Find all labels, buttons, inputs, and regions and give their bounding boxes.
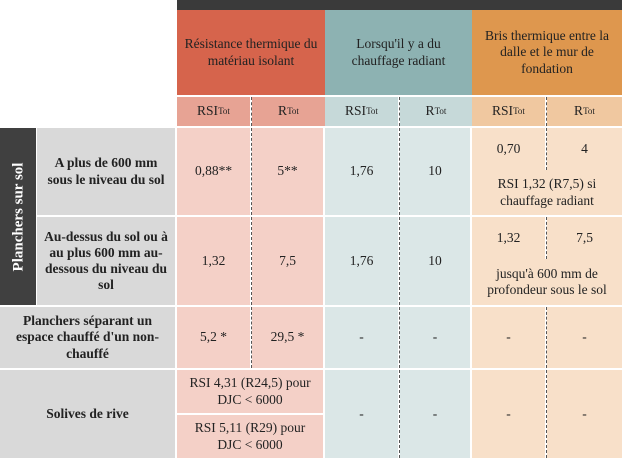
insulation: RSI 5,11 (R29) pour DJC < 6000: [177, 415, 323, 458]
subheader-sub: Tot: [366, 106, 378, 117]
subheader-sub: Tot: [218, 106, 230, 117]
divider: [546, 97, 547, 126]
value: -: [400, 307, 470, 368]
subheader: RSI Tot: [472, 97, 545, 126]
divider: [251, 307, 252, 368]
group-header: Bris thermique entre la dalle et le mur …: [472, 10, 622, 95]
value: 29,5 *: [252, 307, 323, 368]
value: -: [325, 370, 398, 458]
subheader-main: R: [574, 103, 584, 119]
group-header: Lorsqu'il y a du chauffage radiant: [325, 10, 472, 95]
note: RSI 1,32 (R7,5) si chauffage radiant: [472, 170, 622, 215]
value: -: [472, 307, 545, 368]
subheader: R Tot: [400, 97, 472, 126]
value: 7,5: [252, 217, 323, 305]
subheader-main: RSI: [345, 103, 367, 119]
top-bar: [177, 0, 622, 10]
side-label: Planchers sur sol: [0, 128, 36, 305]
value: 1,76: [325, 217, 398, 305]
divider: [399, 370, 400, 458]
value: -: [547, 307, 622, 368]
value: 10: [400, 128, 470, 215]
value: 5**: [252, 128, 323, 215]
subheader-sub: Tot: [513, 106, 525, 117]
row-label: Planchers séparant un espace chauffé d'u…: [0, 307, 175, 368]
value: 5,2 *: [177, 307, 250, 368]
value: -: [325, 307, 398, 368]
value: -: [472, 370, 545, 458]
divider: [399, 128, 400, 215]
divider: [251, 128, 252, 215]
value: 1,76: [325, 128, 398, 215]
value: 1,32: [472, 217, 545, 259]
subheader: RSI Tot: [177, 97, 250, 126]
value: 7,5: [547, 217, 622, 259]
value: -: [547, 370, 622, 458]
subheader-main: R: [278, 103, 288, 119]
group-header: Résistance thermique du matériau isolant: [177, 10, 325, 95]
subheader-main: RSI: [197, 103, 219, 119]
divider: [399, 217, 400, 305]
value: -: [400, 370, 470, 458]
divider: [399, 97, 400, 126]
subheader-sub: Tot: [583, 106, 595, 117]
value: 4: [547, 128, 622, 170]
note: jusqu'à 600 mm de profondeur sous le sol: [472, 259, 622, 305]
divider: [546, 128, 547, 170]
divider: [546, 217, 547, 259]
row-label: Solives de rive: [0, 370, 175, 458]
row-label: Au-dessus du sol ou à au plus 600 mm au-…: [37, 217, 175, 305]
divider: [251, 217, 252, 305]
subheader-main: RSI: [492, 103, 514, 119]
side-label-text: Planchers sur sol: [10, 162, 26, 271]
divider: [546, 370, 547, 458]
subheader-sub: Tot: [434, 106, 447, 117]
subheader: R Tot: [547, 97, 622, 126]
value: 10: [400, 217, 470, 305]
value: 1,32: [177, 217, 250, 305]
insulation: RSI 4,31 (R24,5) pour DJC < 6000: [177, 370, 323, 413]
subheader-sub: Tot: [287, 106, 299, 117]
row-label: A plus de 600 mm sous le niveau du sol: [37, 128, 175, 215]
divider: [251, 97, 252, 126]
subheader-main: R: [425, 103, 435, 119]
subheader: R Tot: [252, 97, 325, 126]
divider: [399, 307, 400, 368]
value: 0,70: [472, 128, 545, 170]
subheader: RSI Tot: [325, 97, 398, 126]
value: 0,88**: [177, 128, 250, 215]
divider: [546, 307, 547, 368]
